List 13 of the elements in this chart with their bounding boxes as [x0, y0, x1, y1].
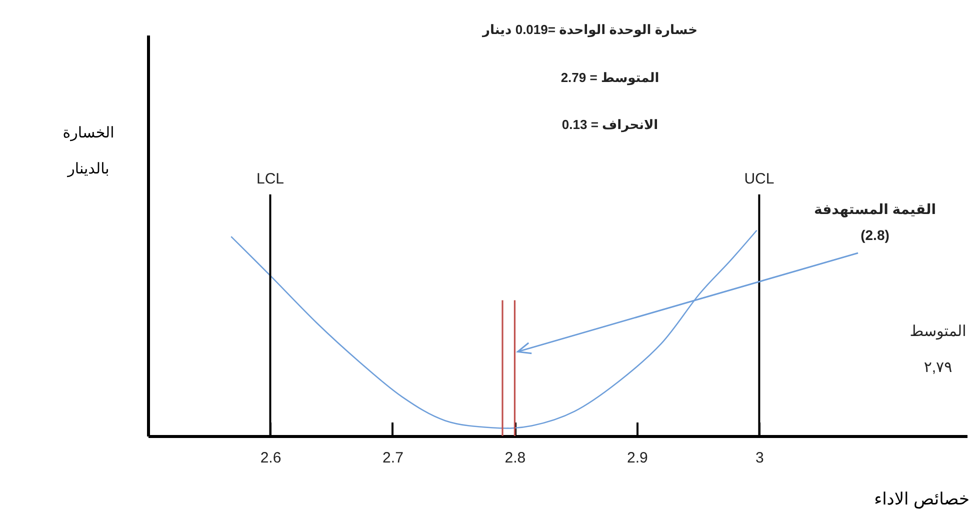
- text: المتوسط ٢,٧٩: [910, 323, 966, 376]
- text: المتوسط = 2.79: [560, 70, 660, 86]
- text: خسارة الوحدة الواحدة =0.019 دينار: [482, 22, 698, 38]
- x-tick-label: 2.7: [382, 450, 404, 466]
- ref-line-label: UCL: [744, 170, 774, 188]
- x-axis-title: خصائص الاداء: [874, 490, 969, 510]
- text: الانحراف = 0.13: [562, 117, 658, 133]
- x-tick-label: 2.6: [260, 450, 282, 466]
- x-tick-label: 3: [756, 450, 764, 466]
- x-tick-label: 2.9: [627, 450, 648, 466]
- ref-line-label: LCL: [256, 170, 284, 188]
- text: الخسارة بالدينار: [62, 124, 114, 178]
- x-tick-label: 2.8: [504, 450, 526, 466]
